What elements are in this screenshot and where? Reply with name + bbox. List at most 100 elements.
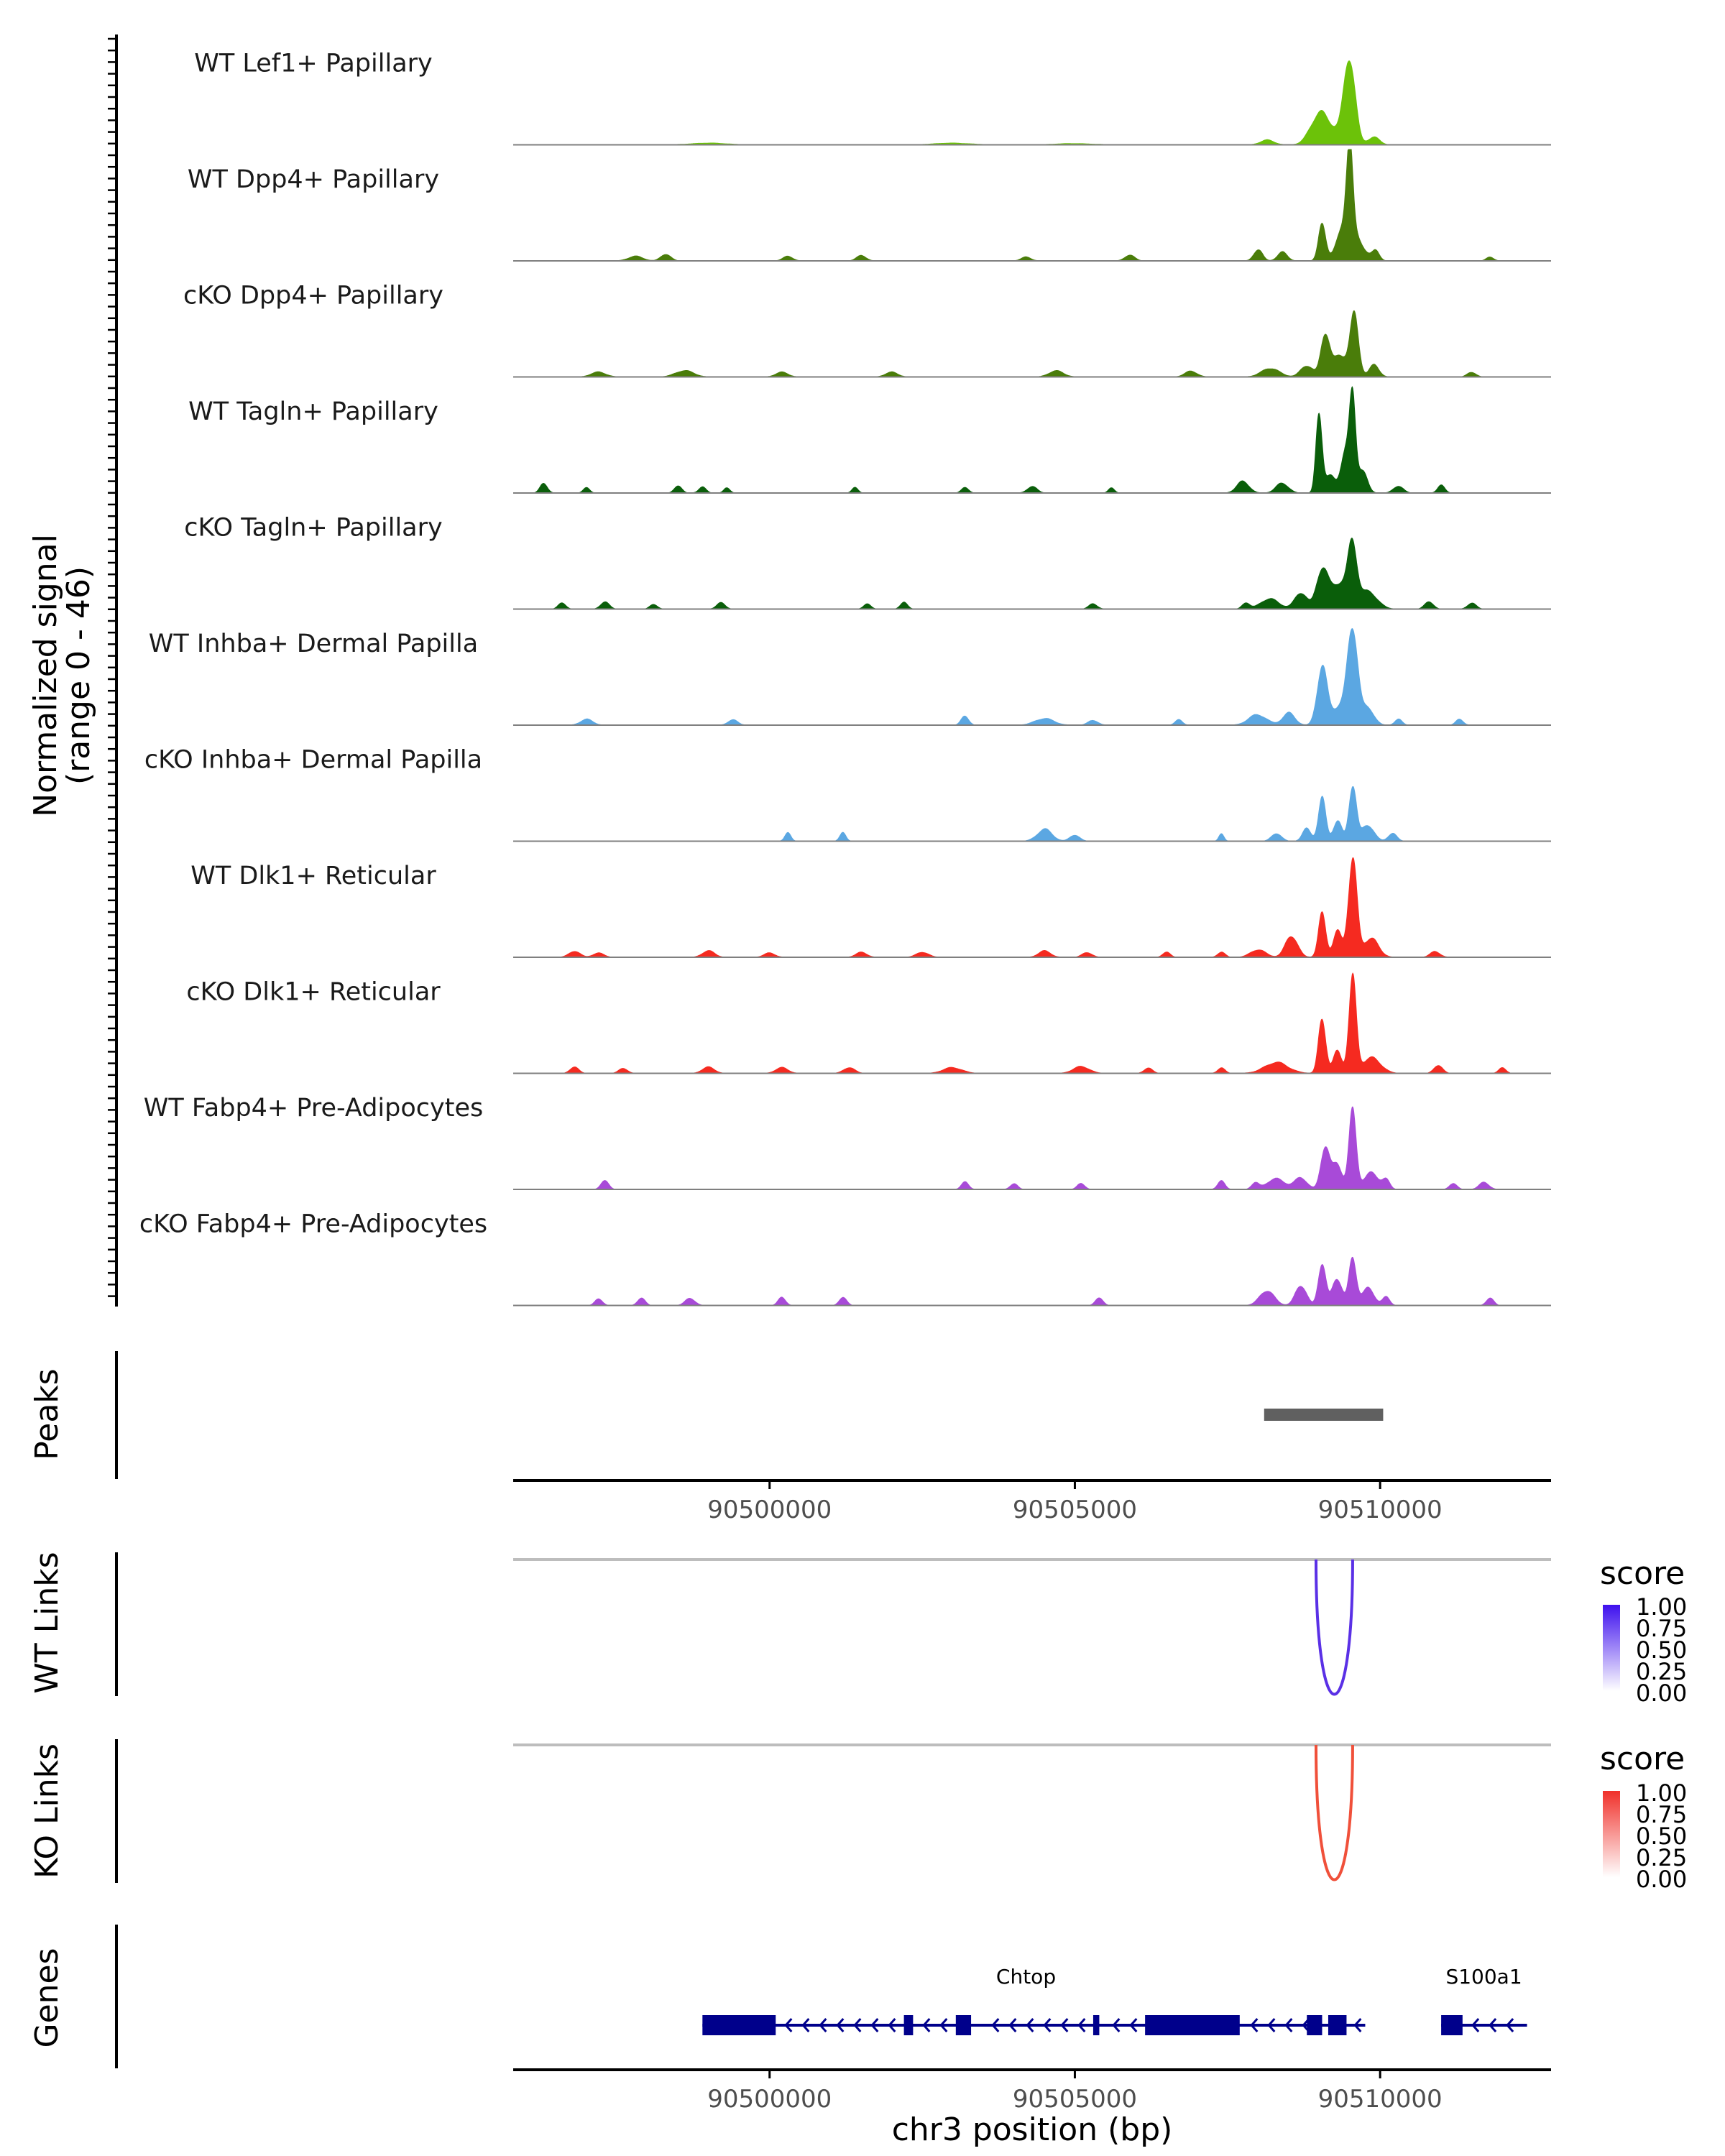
ko-legend-tick-5: 0.00: [1636, 1866, 1687, 1893]
coverage-area: [513, 972, 1551, 1074]
gene-exon: [1441, 2015, 1463, 2035]
strand-arrow: [836, 2018, 845, 2032]
strand-arrow: [1489, 2018, 1497, 2032]
wt-links-legend: score 1.00 0.75 0.50 0.25 0.00: [1600, 1555, 1687, 1707]
ko-legend-tick-1: 1.00: [1636, 1779, 1687, 1807]
y-axis-label: Normalized signal: [27, 534, 64, 817]
peaks-x-ticks: 90500000 90505000 90510000: [707, 1480, 1443, 1524]
strand-arrow: [1506, 2018, 1514, 2032]
genes-panel: Genes Chtop S100a1 90500000 90505000 905100…: [29, 1925, 1551, 2148]
track-label: cKO Inhba+ Dermal Papilla: [144, 746, 482, 775]
wt-legend-title: score: [1600, 1555, 1685, 1592]
coverage-track: cKO Dpp4+ Papillary: [183, 282, 1551, 378]
coverage-tracks: WT Lef1+ Papillary WT Dpp4+ Papillary cKO …: [139, 50, 1551, 1307]
x-tick-label: 90505000: [1013, 2085, 1137, 2114]
gene-exon: [1145, 2015, 1240, 2035]
track-label: WT Tagln+ Papillary: [188, 397, 438, 426]
coverage-area: [513, 1256, 1551, 1306]
gene-exon: [903, 2015, 914, 2035]
wt-legend-tick-1: 1.00: [1636, 1593, 1687, 1621]
coverage-track: cKO Inhba+ Dermal Papilla: [144, 746, 1551, 842]
gene-exon: [702, 2015, 776, 2035]
track-label: cKO Fabp4+ Pre-Adipocytes: [139, 1210, 487, 1239]
coverage-area: [513, 386, 1551, 494]
strand-arrow: [1129, 2018, 1138, 2032]
gene-models: Chtop S100a1: [702, 1965, 1527, 2035]
coverage-y-ticks: [108, 37, 116, 1297]
genes-x-ticks: 90500000 90505000 90510000: [707, 2070, 1443, 2114]
track-label: WT Dpp4+ Papillary: [188, 165, 439, 194]
wt-legend-tick-3: 0.50: [1636, 1636, 1687, 1664]
wt-legend-colorbar: [1603, 1605, 1620, 1691]
wt-links-panel: WT Links score 1.00 0.75 0.50 0.25 0.00: [29, 1552, 1687, 1707]
wt-legend-tick-5: 0.00: [1636, 1680, 1687, 1707]
coverage-area: [513, 1106, 1551, 1190]
peak-regions: [1264, 1409, 1384, 1421]
coverage-track: WT Inhba+ Dermal Papilla: [149, 627, 1551, 726]
ko-legend-tick-4: 0.25: [1636, 1844, 1687, 1871]
strand-arrow: [819, 2018, 827, 2032]
y-axis-range-label: (range 0 - 46): [60, 566, 97, 785]
coverage-area: [513, 627, 1551, 726]
coverage-area: [513, 149, 1551, 262]
track-label: cKO Dpp4+ Papillary: [183, 282, 443, 310]
strand-arrow: [1353, 2018, 1362, 2032]
strand-arrow: [1267, 2018, 1276, 2032]
strand-arrow: [1284, 2018, 1293, 2032]
coverage-area: [513, 786, 1551, 842]
coverage-panel: Normalized signal (range 0 - 46) WT Lef1…: [27, 34, 1551, 1307]
gene-exon: [955, 2015, 972, 2035]
strand-arrow: [1077, 2018, 1086, 2032]
strand-arrow: [1250, 2018, 1259, 2032]
wt-legend-tick-2: 0.75: [1636, 1615, 1687, 1642]
track-label: cKO Dlk1+ Reticular: [186, 978, 441, 1007]
coverage-area: [513, 538, 1551, 609]
x-tick-label: 90500000: [707, 1496, 832, 1524]
track-label: WT Dlk1+ Reticular: [190, 862, 436, 890]
strand-arrow: [1026, 2018, 1034, 2032]
ko-legend-tick-3: 0.50: [1636, 1823, 1687, 1850]
gene-exon: [1328, 2015, 1347, 2035]
coverage-track: WT Lef1+ Papillary: [194, 50, 1551, 146]
wt-link-arc: [1314, 1559, 1354, 1696]
gene-exon: [1092, 2015, 1100, 2035]
coverage-track: cKO Tagln+ Papillary: [184, 514, 1551, 610]
strand-arrow: [870, 2018, 879, 2032]
coverage-track: cKO Fabp4+ Pre-Adipocytes: [139, 1210, 1551, 1307]
ko-links-legend: score 1.00 0.75 0.50 0.25 0.00: [1600, 1741, 1687, 1893]
strand-arrow: [1008, 2018, 1017, 2032]
track-label: WT Inhba+ Dermal Papilla: [149, 630, 478, 658]
strand-arrow: [922, 2018, 931, 2032]
track-label: WT Lef1+ Papillary: [194, 50, 433, 78]
x-tick-label: 90510000: [1318, 2085, 1443, 2114]
x-tick-label: 90505000: [1013, 1496, 1137, 1524]
ko-legend-colorbar: [1603, 1791, 1620, 1877]
coverage-track: WT Tagln+ Papillary: [188, 386, 1551, 494]
wt-links-label: WT Links: [29, 1552, 65, 1693]
ko-link-arc: [1314, 1744, 1354, 1881]
peak-region: [1264, 1409, 1384, 1421]
peaks-label: Peaks: [29, 1368, 65, 1460]
strand-arrow: [888, 2018, 896, 2032]
wt-legend-tick-4: 0.25: [1636, 1658, 1687, 1685]
peaks-panel: Peaks 90500000 90505000 90510000: [29, 1351, 1551, 1524]
coverage-track: WT Fabp4+ Pre-Adipocytes: [144, 1094, 1551, 1190]
ko-links-panel: KO Links score 1.00 0.75 0.50 0.25 0.00: [29, 1739, 1687, 1893]
gene-model: S100a1: [1441, 1965, 1527, 2035]
track-label: WT Fabp4+ Pre-Adipocytes: [144, 1094, 483, 1123]
x-axis-label: chr3 position (bp): [892, 2111, 1173, 2148]
strand-arrow: [784, 2018, 793, 2032]
strand-arrow: [991, 2018, 1000, 2032]
strand-arrow: [801, 2018, 810, 2032]
coverage-area: [513, 310, 1551, 377]
coverage-track: cKO Dlk1+ Reticular: [186, 972, 1551, 1074]
x-tick-label: 90500000: [707, 2085, 832, 2114]
ko-legend-title: score: [1600, 1741, 1685, 1777]
coverage-area: [513, 60, 1551, 145]
gene-name-label: Chtop: [996, 1965, 1056, 1989]
gene-model: Chtop: [702, 1965, 1366, 2035]
track-label: cKO Tagln+ Papillary: [184, 514, 443, 543]
x-tick-label: 90510000: [1318, 1496, 1443, 1524]
strand-arrow: [1471, 2018, 1480, 2032]
